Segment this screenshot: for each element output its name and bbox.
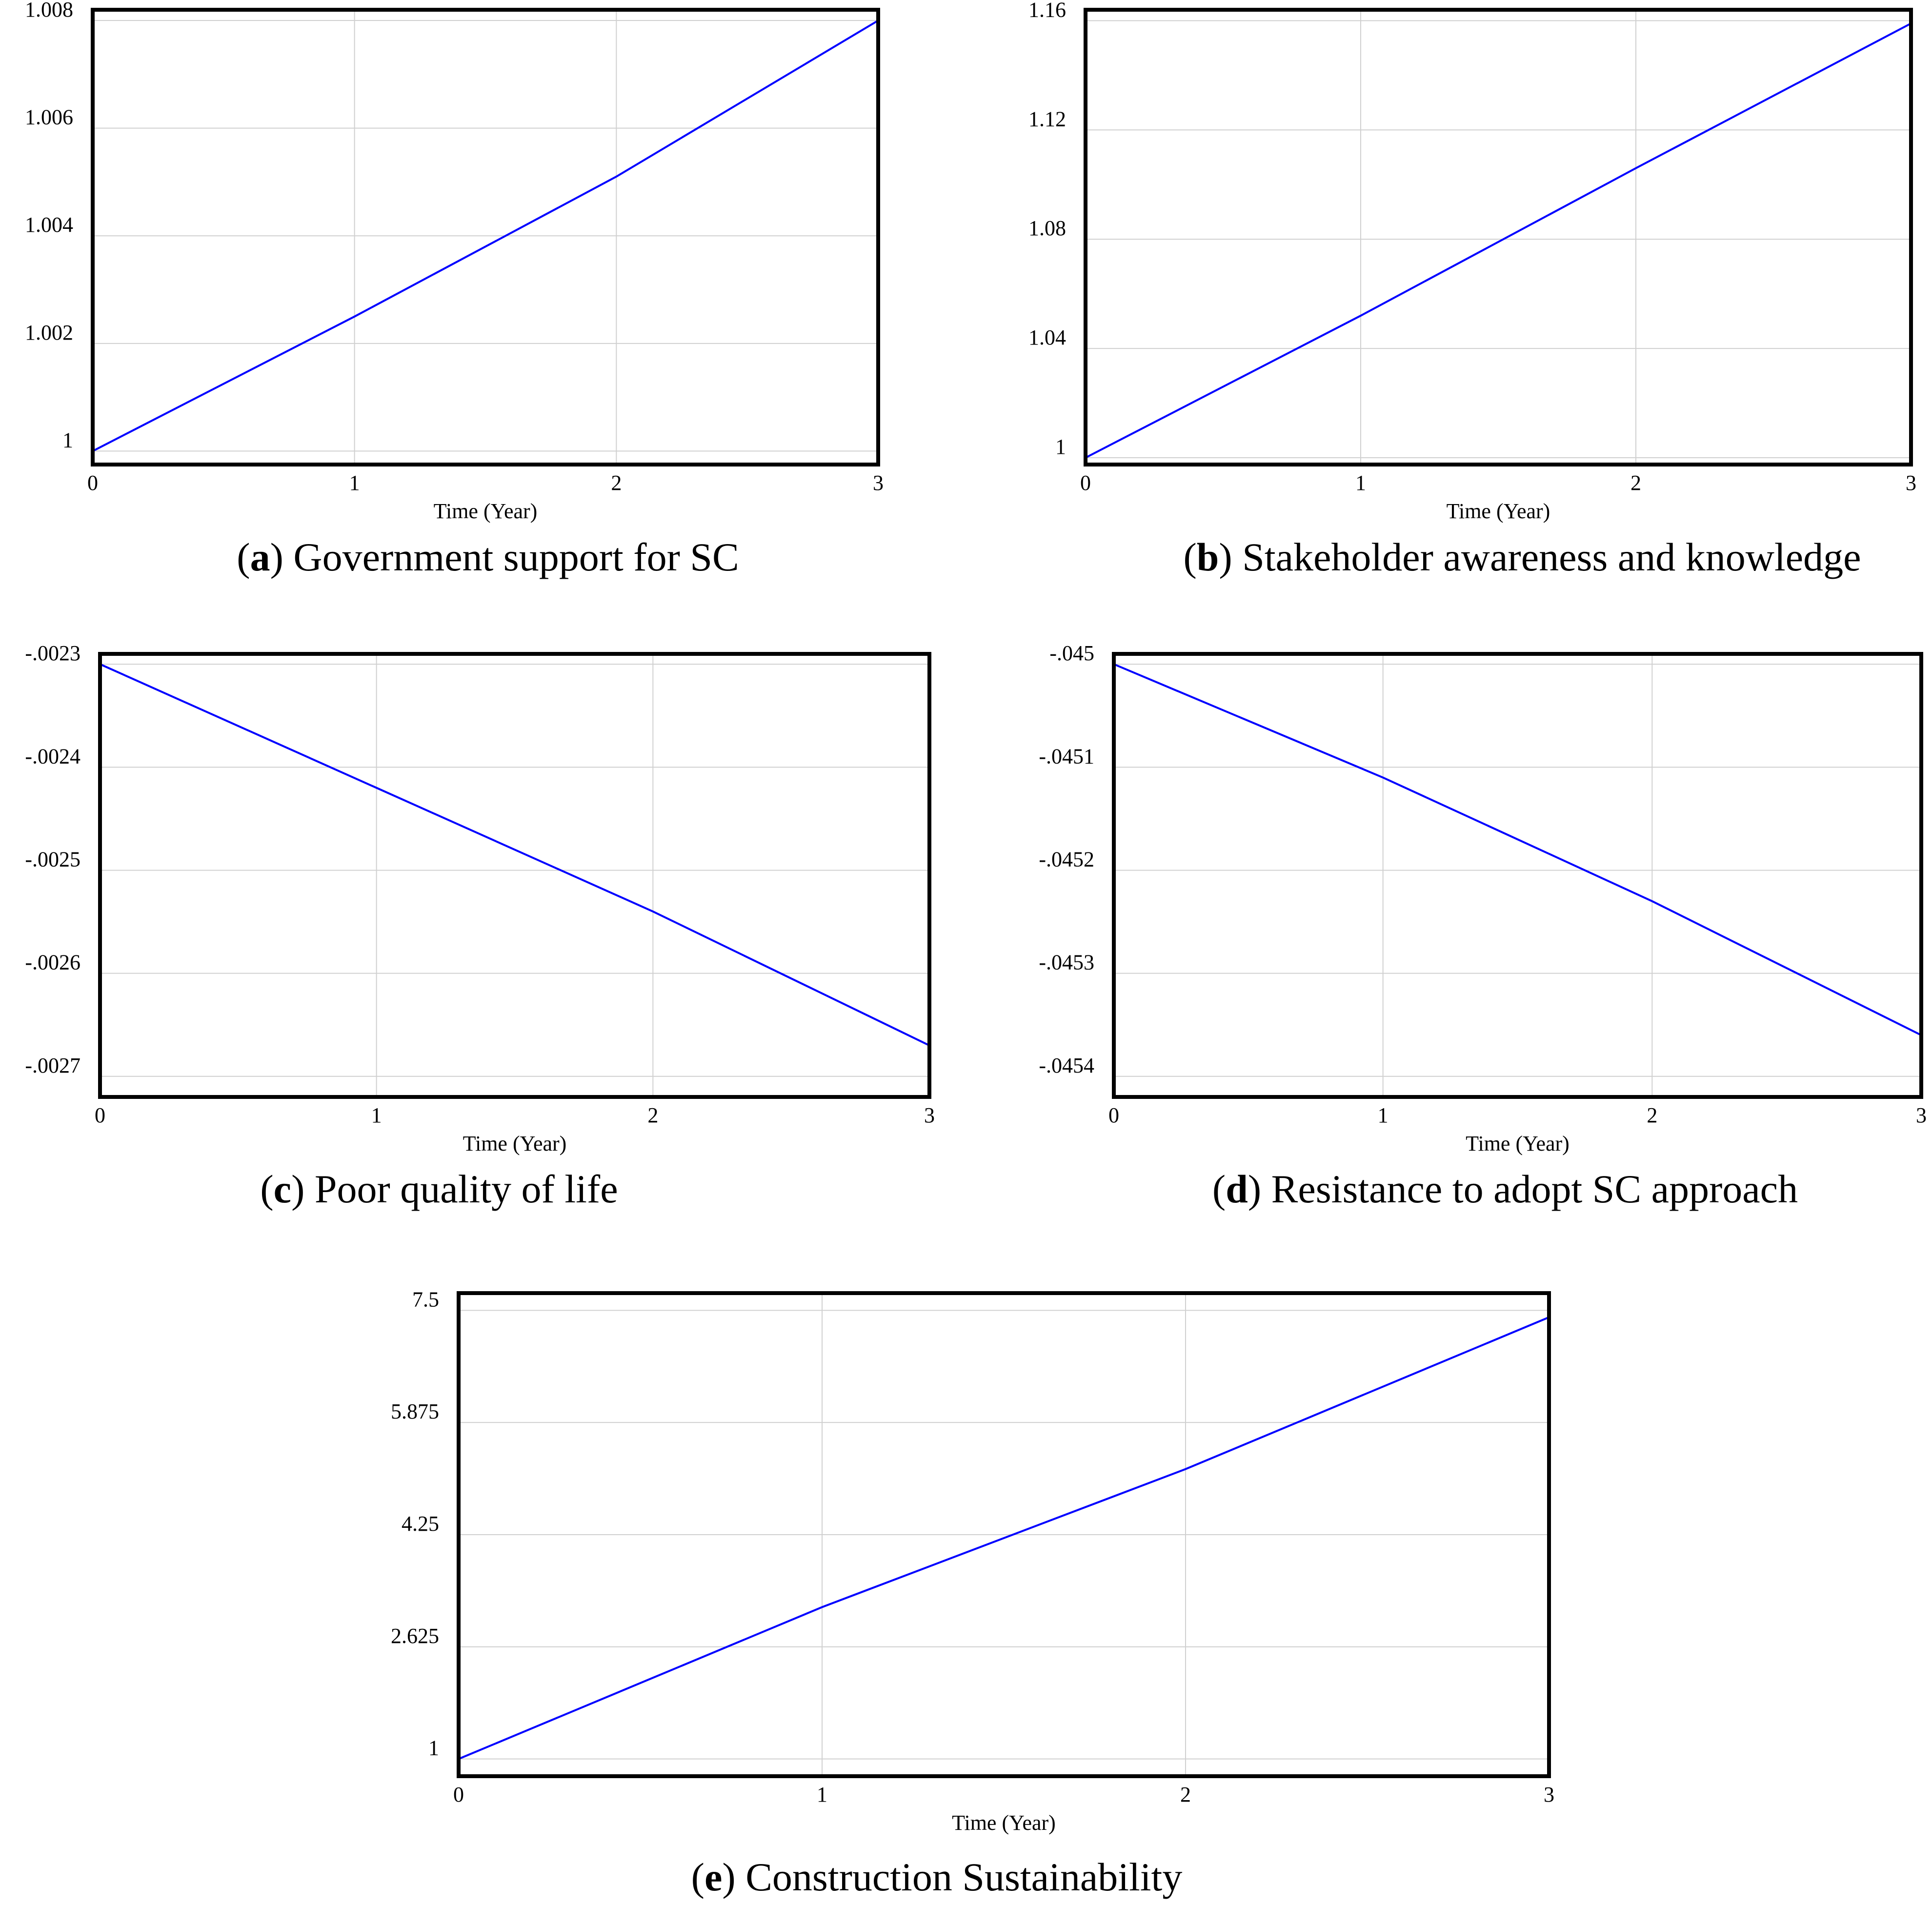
x-tick-label: 2 [1630,471,1641,495]
caption-e: (e) Construction Sustainability [691,1855,1183,1899]
y-tick-label: -.0454 [1039,1054,1094,1077]
x-tick-label: 2 [1647,1103,1657,1127]
y-tick-label: -.0025 [25,847,80,871]
y-tick-label: 1.16 [1028,0,1066,21]
series-line [1113,663,1922,1036]
y-tick-label: 1.04 [1028,325,1066,349]
caption-e-letter: e [704,1855,723,1899]
x-tick-label: 2 [611,471,622,495]
caption-c: (c) Poor quality of life [260,1167,618,1211]
caption-b: (b) Stakeholder awareness and knowledge [1183,535,1861,579]
y-tick-label: -.0024 [25,744,80,768]
y-tick-label: 5.875 [391,1399,439,1423]
x-tick-label: 3 [1906,471,1916,495]
caption-d-title: Resistance to adopt SC approach [1271,1167,1798,1211]
y-tick-label: -.0026 [25,951,80,974]
x-tick-label: 0 [453,1783,464,1806]
caption-a: (a) Government support for SC [237,535,739,579]
caption-b-letter: b [1196,535,1219,579]
x-axis-label: Time (Year) [952,1811,1056,1835]
y-tick-label: 1.006 [25,105,73,129]
y-tick-label: 1.08 [1028,216,1066,240]
caption-a-letter: a [250,535,270,579]
y-tick-label: 7.5 [412,1287,439,1311]
x-tick-label: 1 [1355,471,1366,495]
x-tick-label: 3 [1916,1103,1927,1127]
y-tick-label: 1 [62,428,73,452]
y-tick-label: -.045 [1049,641,1094,665]
x-tick-label: 0 [87,471,98,495]
chart-resistance-to-adopt: -.045 -.0451 -.0452 -.0453 -.0454 0 1 2 3 Time (Y… [1039,641,1927,1156]
x-tick-label: 2 [1180,1783,1191,1806]
x-tick-label: 1 [349,471,360,495]
x-tick-label: 3 [1544,1783,1554,1806]
x-tick-label: 1 [1378,1103,1389,1127]
x-axis-label: Time (Year) [463,1132,567,1156]
caption-a-title: Government support for SC [293,535,739,579]
y-tick-label: -.0453 [1039,951,1094,974]
x-tick-label: 1 [371,1103,382,1127]
y-tick-label: 1 [1055,435,1066,459]
series-line [1085,22,1912,459]
y-tick-label: -.0451 [1039,744,1094,768]
y-tick-label: 1.008 [25,0,73,21]
caption-d-letter: d [1226,1167,1248,1211]
y-tick-label: -.0023 [25,641,80,665]
caption-c-letter: c [273,1167,292,1211]
x-tick-label: 1 [817,1783,827,1806]
x-tick-label: 2 [647,1103,658,1127]
y-tick-label: 1.004 [25,213,73,237]
y-tick-label: 1.002 [25,321,73,345]
x-tick-label: 3 [873,471,884,495]
x-axis-label: Time (Year) [434,499,538,523]
chart-poor-quality-of-life: -.0023 -.0024 -.0025 -.0026 -.0027 0 1 2 3 Time (… [25,641,935,1156]
plot-frame [1112,652,1923,1099]
plot-frame [98,652,931,1099]
y-tick-label: -.0027 [25,1054,80,1077]
x-tick-label: 0 [95,1103,105,1127]
x-tick-label: 0 [1108,1103,1119,1127]
series-line [458,1316,1550,1760]
caption-c-title: Poor quality of life [314,1167,618,1211]
y-tick-label: 2.625 [391,1624,439,1648]
series-line [100,663,930,1047]
y-tick-label: -.0452 [1039,847,1094,871]
y-tick-label: 4.25 [402,1512,439,1536]
series-line [92,20,879,452]
x-axis-label: Time (Year) [1447,499,1550,523]
x-tick-label: 3 [924,1103,935,1127]
x-axis-label: Time (Year) [1466,1132,1570,1156]
y-tick-label: 1 [428,1736,439,1760]
caption-d: (d) Resistance to adopt SC approach [1212,1167,1798,1211]
x-tick-label: 0 [1080,471,1091,495]
y-tick-label: 1.12 [1028,107,1066,131]
plot-frame [457,1291,1551,1778]
caption-b-title: Stakeholder awareness and knowledge [1242,535,1861,579]
plot-frame [1084,8,1913,466]
caption-e-title: Construction Sustainability [745,1855,1183,1899]
plot-frame [91,8,880,466]
